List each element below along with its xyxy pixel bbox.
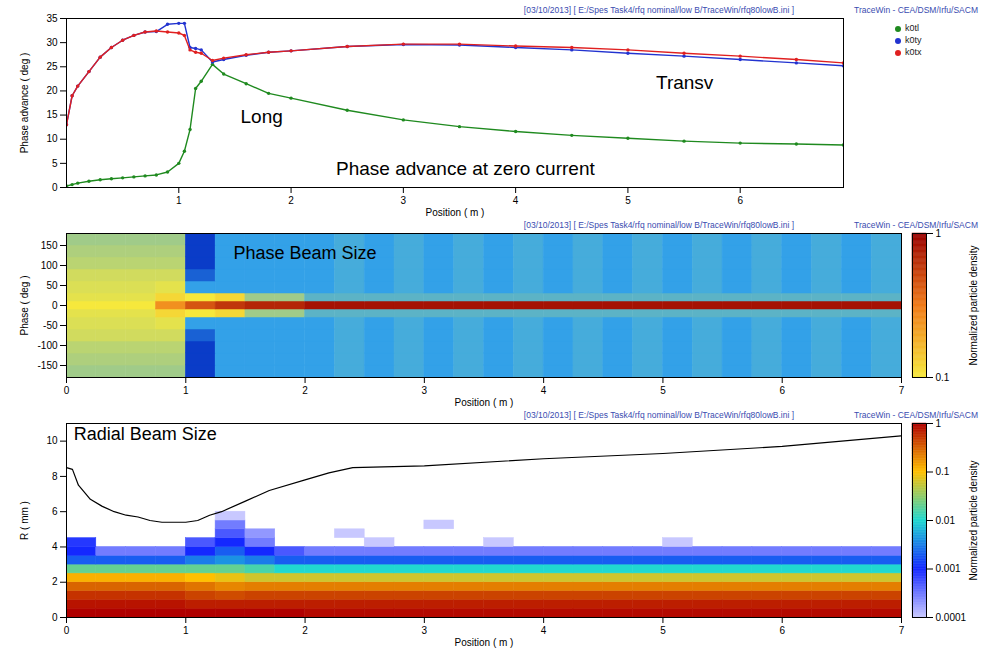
svg-text:5: 5	[52, 158, 58, 169]
svg-text:2: 2	[302, 625, 308, 636]
svg-text:20: 20	[46, 85, 58, 96]
svg-text:Phase Beam Size: Phase Beam Size	[234, 243, 377, 263]
svg-text:0: 0	[52, 300, 58, 311]
svg-text:100: 100	[41, 260, 58, 271]
svg-text:10: 10	[46, 435, 58, 446]
svg-text:3: 3	[401, 195, 407, 206]
svg-text:-100: -100	[37, 340, 57, 351]
svg-text:0: 0	[64, 385, 70, 396]
svg-text:4: 4	[541, 385, 547, 396]
svg-text:6: 6	[779, 625, 785, 636]
svg-text:0.0001: 0.0001	[936, 612, 967, 623]
svg-text:5: 5	[625, 195, 631, 206]
svg-text:3: 3	[422, 385, 428, 396]
svg-text:6: 6	[779, 385, 785, 396]
svg-text:-50: -50	[43, 320, 58, 331]
svg-text:0: 0	[52, 612, 58, 623]
html-text:[03/10/2013] [ E:/Spes Task4/r: [03/10/2013] [ E:/Spes Task4/rfq nominal…	[523, 5, 795, 15]
svg-text:15: 15	[46, 109, 58, 120]
svg-text:0.1: 0.1	[936, 372, 950, 383]
html-text:TraceWin - CEA/DSM/Irfu/SACM: TraceWin - CEA/DSM/Irfu/SACM	[854, 220, 978, 230]
svg-text:7: 7	[899, 625, 905, 636]
html-text:k0ty: k0ty	[905, 35, 922, 45]
svg-text:8: 8	[52, 471, 58, 482]
html-text:TraceWin - CEA/DSM/Irfu/SACM: TraceWin - CEA/DSM/Irfu/SACM	[854, 410, 978, 420]
svg-text:6: 6	[52, 506, 58, 517]
svg-text:35: 35	[46, 13, 58, 24]
svg-text:50: 50	[46, 280, 58, 291]
html-text:k0tl: k0tl	[905, 23, 919, 33]
svg-text:150: 150	[41, 240, 58, 251]
svg-text:30: 30	[46, 37, 58, 48]
svg-text:2: 2	[52, 576, 58, 587]
svg-text:4: 4	[513, 195, 519, 206]
svg-text:0.1: 0.1	[936, 466, 950, 477]
svg-text:1: 1	[936, 418, 942, 429]
svg-text:2: 2	[288, 195, 294, 206]
svg-text:Long: Long	[241, 106, 283, 127]
svg-text:Transv: Transv	[656, 72, 714, 93]
svg-text:-150: -150	[37, 360, 57, 371]
svg-text:1: 1	[183, 625, 189, 636]
svg-text:0: 0	[64, 625, 70, 636]
html-text:[03/10/2013] [ E:/Spes Task4/r: [03/10/2013] [ E:/Spes Task4/rfq nominal…	[523, 410, 795, 420]
html-text:[03/10/2013] [ E:/Spes Task4/r: [03/10/2013] [ E:/Spes Task4/rfq nominal…	[523, 220, 795, 230]
svg-text:Phase advance ( deg ): Phase advance ( deg )	[19, 53, 30, 154]
html-text:k0tx: k0tx	[905, 47, 922, 57]
svg-text:Phase advance at zero current: Phase advance at zero current	[336, 158, 595, 179]
svg-text:4: 4	[541, 625, 547, 636]
html-text:TraceWin - CEA/DSM/Irfu/SACM: TraceWin - CEA/DSM/Irfu/SACM	[854, 5, 978, 15]
svg-text:1: 1	[176, 195, 182, 206]
svg-text:2: 2	[302, 385, 308, 396]
svg-text:Normalized particle density: Normalized particle density	[968, 460, 979, 580]
svg-text:Position ( m ): Position ( m )	[455, 397, 514, 408]
svg-text:1: 1	[183, 385, 189, 396]
svg-text:Position ( m ): Position ( m )	[455, 637, 514, 648]
svg-text:Normalized particle density: Normalized particle density	[968, 245, 979, 365]
svg-text:5: 5	[660, 625, 666, 636]
svg-text:1: 1	[936, 228, 942, 239]
svg-text:10: 10	[46, 133, 58, 144]
svg-text:Radial Beam Size: Radial Beam Size	[74, 424, 217, 444]
svg-text:0.001: 0.001	[936, 563, 961, 574]
svg-text:Position ( m ): Position ( m )	[426, 207, 485, 218]
svg-text:Phase ( deg ): Phase ( deg )	[19, 275, 30, 335]
svg-text:5: 5	[660, 385, 666, 396]
svg-text:25: 25	[46, 61, 58, 72]
svg-text:7: 7	[899, 385, 905, 396]
svg-text:3: 3	[422, 625, 428, 636]
svg-text:0.01: 0.01	[936, 515, 956, 526]
svg-text:6: 6	[737, 195, 743, 206]
svg-text:4: 4	[52, 541, 58, 552]
svg-text:R ( mm ): R ( mm )	[19, 501, 30, 540]
svg-text:0: 0	[52, 182, 58, 193]
